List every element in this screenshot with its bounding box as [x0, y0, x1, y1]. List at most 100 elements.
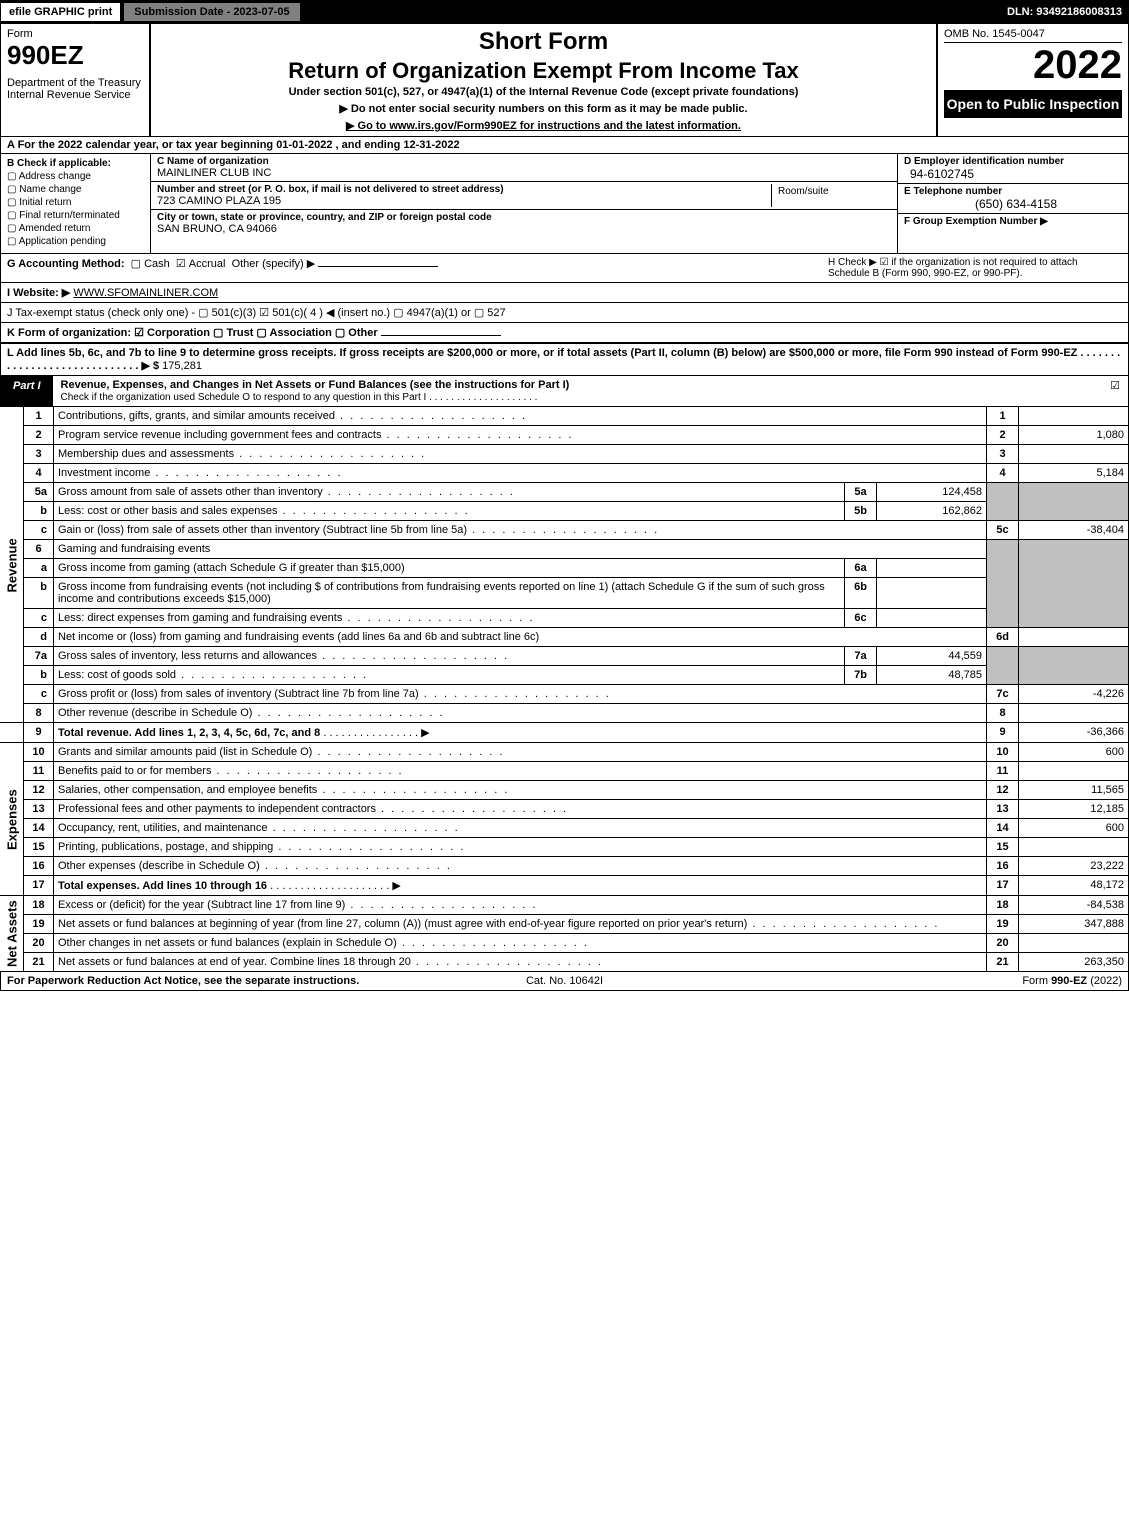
line-11-val	[1019, 762, 1129, 781]
line-5c: c Gain or (loss) from sale of assets oth…	[0, 521, 1129, 540]
ein-row: D Employer identification number 94-6102…	[898, 154, 1128, 184]
open-public-box: Open to Public Inspection	[944, 90, 1122, 118]
header-left: Form 990EZ Department of the Treasury In…	[1, 24, 151, 136]
line-16-val: 23,222	[1019, 857, 1129, 876]
line-10: Expenses 10 Grants and similar amounts p…	[0, 743, 1129, 762]
line-7a: 7a Gross sales of inventory, less return…	[0, 647, 1129, 666]
department-label: Department of the Treasury Internal Reve…	[7, 77, 143, 101]
row-g-h: G Accounting Method: Cash Accrual Other …	[0, 254, 1129, 283]
row-l-gross-receipts: L Add lines 5b, 6c, and 7b to line 9 to …	[0, 343, 1129, 376]
line-7a-desc: Gross sales of inventory, less returns a…	[54, 647, 845, 666]
line-6c-val	[877, 609, 987, 628]
row-i-website: I Website: ▶ WWW.SFOMAINLINER.COM	[0, 283, 1129, 303]
line-4: 4 Investment income 4 5,184	[0, 464, 1129, 483]
goto-link[interactable]: ▶ Go to www.irs.gov/Form990EZ for instru…	[346, 120, 741, 132]
line-6d-val	[1019, 628, 1129, 647]
line-7b: b Less: cost of goods sold 7b 48,785	[0, 666, 1129, 685]
line-4-val: 5,184	[1019, 464, 1129, 483]
telephone-label: E Telephone number	[904, 186, 1002, 197]
row-g: G Accounting Method: Cash Accrual Other …	[7, 257, 822, 270]
street-row: Number and street (or P. O. box, if mail…	[151, 182, 897, 210]
line-8-desc: Other revenue (describe in Schedule O)	[54, 704, 987, 723]
line-1-desc: Contributions, gifts, grants, and simila…	[54, 407, 987, 426]
line-13-val: 12,185	[1019, 800, 1129, 819]
chk-initial-return[interactable]: Initial return	[7, 197, 144, 208]
line-7a-val: 44,559	[877, 647, 987, 666]
tax-year: 2022	[944, 43, 1122, 88]
footer-right: Form 990-EZ (2022)	[603, 975, 1122, 987]
return-title: Return of Organization Exempt From Incom…	[157, 58, 930, 84]
footer-left: For Paperwork Reduction Act Notice, see …	[7, 975, 526, 987]
col-b-checkboxes: B Check if applicable: Address change Na…	[1, 154, 151, 253]
chk-application-pending[interactable]: Application pending	[7, 236, 144, 247]
line-17: 17 Total expenses. Add lines 10 through …	[0, 876, 1129, 896]
org-name-row: C Name of organization MAINLINER CLUB IN…	[151, 154, 897, 182]
line-18: Net Assets 18 Excess or (deficit) for th…	[0, 896, 1129, 915]
goto-text[interactable]: ▶ Go to www.irs.gov/Form990EZ for instru…	[157, 119, 930, 132]
part1-checkbox[interactable]: ☑	[1102, 376, 1128, 406]
line-7c-desc: Gross profit or (loss) from sales of inv…	[54, 685, 987, 704]
line-8-val	[1019, 704, 1129, 723]
line-19: 19 Net assets or fund balances at beginn…	[0, 915, 1129, 934]
do-not-text: ▶ Do not enter social security numbers o…	[157, 102, 930, 115]
row-k-other-input[interactable]	[381, 335, 501, 336]
line-no-1: 1	[24, 407, 54, 426]
chk-cash[interactable]: Cash	[131, 258, 170, 270]
part1-title-text: Revenue, Expenses, and Changes in Net As…	[61, 379, 570, 391]
city-row: City or town, state or province, country…	[151, 210, 897, 237]
line-20: 20 Other changes in net assets or fund b…	[0, 934, 1129, 953]
telephone-row: E Telephone number (650) 634-4158	[898, 184, 1128, 214]
row-h: H Check ▶ ☑ if the organization is not r…	[822, 257, 1122, 279]
line-7c-val: -4,226	[1019, 685, 1129, 704]
other-specify: Other (specify) ▶	[232, 258, 316, 270]
line-3: 3 Membership dues and assessments 3	[0, 445, 1129, 464]
website-link[interactable]: WWW.SFOMAINLINER.COM	[73, 287, 218, 299]
line-6c-desc: Less: direct expenses from gaming and fu…	[54, 609, 845, 628]
top-bar: efile GRAPHIC print Submission Date - 20…	[0, 0, 1129, 24]
street-label: Number and street (or P. O. box, if mail…	[157, 184, 771, 195]
line-13-desc: Professional fees and other payments to …	[54, 800, 987, 819]
chk-address-change[interactable]: Address change	[7, 171, 144, 182]
efile-print-label[interactable]: efile GRAPHIC print	[1, 3, 120, 21]
line-1-rno: 1	[987, 407, 1019, 426]
lines-table: Revenue 1 Contributions, gifts, grants, …	[0, 407, 1129, 972]
footer-row: For Paperwork Reduction Act Notice, see …	[0, 972, 1129, 991]
line-20-val	[1019, 934, 1129, 953]
line-16: 16 Other expenses (describe in Schedule …	[0, 857, 1129, 876]
room-suite: Room/suite	[771, 184, 891, 207]
expenses-side-label: Expenses	[0, 743, 24, 896]
line-15-desc: Printing, publications, postage, and shi…	[54, 838, 987, 857]
line-18-val: -84,538	[1019, 896, 1129, 915]
header-right: OMB No. 1545-0047 2022 Open to Public In…	[938, 24, 1128, 136]
info-block: B Check if applicable: Address change Na…	[0, 154, 1129, 254]
line-9-val: -36,366	[1019, 723, 1129, 743]
line-16-desc: Other expenses (describe in Schedule O)	[54, 857, 987, 876]
line-6d: d Net income or (loss) from gaming and f…	[0, 628, 1129, 647]
chk-final-return[interactable]: Final return/terminated	[7, 210, 144, 221]
line-1: Revenue 1 Contributions, gifts, grants, …	[0, 407, 1129, 426]
line-6c: c Less: direct expenses from gaming and …	[0, 609, 1129, 628]
line-5b: b Less: cost or other basis and sales ex…	[0, 502, 1129, 521]
chk-amended-return[interactable]: Amended return	[7, 223, 144, 234]
telephone-value: (650) 634-4158	[904, 197, 1122, 211]
line-7b-desc: Less: cost of goods sold	[54, 666, 845, 685]
form-header: Form 990EZ Department of the Treasury In…	[0, 24, 1129, 137]
omb-label: OMB No. 1545-0047	[944, 28, 1122, 43]
line-21: 21 Net assets or fund balances at end of…	[0, 953, 1129, 972]
line-12-val: 11,565	[1019, 781, 1129, 800]
line-6b: b Gross income from fundraising events (…	[0, 578, 1129, 609]
other-specify-input[interactable]	[318, 266, 438, 267]
line-10-desc: Grants and similar amounts paid (list in…	[54, 743, 987, 762]
chk-accrual[interactable]: Accrual	[176, 258, 226, 270]
line-18-desc: Excess or (deficit) for the year (Subtra…	[54, 896, 987, 915]
footer-center: Cat. No. 10642I	[526, 975, 603, 987]
line-9: 9 Total revenue. Add lines 1, 2, 3, 4, 5…	[0, 723, 1129, 743]
submission-date: Submission Date - 2023-07-05	[124, 3, 299, 21]
line-6: 6 Gaming and fundraising events	[0, 540, 1129, 559]
line-5b-val: 162,862	[877, 502, 987, 521]
ein-value: 94-6102745	[904, 167, 1122, 181]
org-name-value: MAINLINER CLUB INC	[157, 167, 891, 179]
chk-name-change[interactable]: Name change	[7, 184, 144, 195]
line-11-desc: Benefits paid to or for members	[54, 762, 987, 781]
line-17-desc: Total expenses. Add lines 10 through 16 …	[54, 876, 987, 896]
